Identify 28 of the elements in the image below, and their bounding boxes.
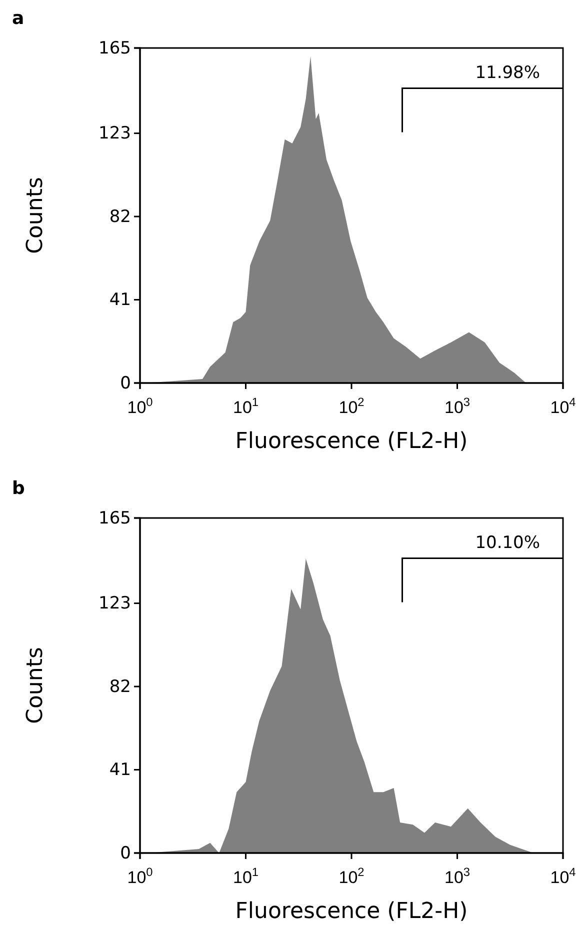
x-tick-label: 10$^{1}$ bbox=[232, 395, 259, 417]
x-tick-label: 10$^{2}$ bbox=[338, 395, 365, 417]
y-tick-label: 82 bbox=[109, 676, 131, 697]
y-tick-label: 165 bbox=[98, 508, 131, 528]
x-tick-label: 10$^{4}$ bbox=[550, 395, 576, 417]
y-axis-title: Counts bbox=[23, 647, 48, 724]
y-tick-label: 165 bbox=[98, 38, 131, 58]
x-axis-title: Fluorescence (FL2-H) bbox=[235, 899, 468, 924]
x-tick-label: 10$^{3}$ bbox=[444, 395, 470, 417]
annotation: 10.10% bbox=[475, 533, 540, 554]
y-tick-label: 41 bbox=[109, 290, 131, 310]
chart-title: a bbox=[12, 8, 24, 29]
y-tick-label: 0 bbox=[120, 843, 131, 864]
y-tick-label: 0 bbox=[120, 373, 131, 394]
y-tick-label: 41 bbox=[109, 760, 131, 780]
x-tick-label: 10$^{1}$ bbox=[232, 865, 259, 887]
chart-title: b bbox=[12, 478, 25, 499]
annotation: 11.98% bbox=[475, 63, 540, 84]
x-tick-label: 10$^{0}$ bbox=[127, 395, 154, 417]
y-axis-title: Counts bbox=[23, 177, 48, 254]
y-tick-label: 123 bbox=[98, 124, 131, 144]
y-tick-label: 82 bbox=[109, 206, 131, 227]
x-axis-title: Fluorescence (FL2-H) bbox=[235, 429, 468, 454]
x-tick-label: 10$^{4}$ bbox=[550, 865, 576, 887]
x-tick-label: 10$^{2}$ bbox=[338, 865, 365, 887]
x-tick-label: 10$^{0}$ bbox=[127, 865, 154, 887]
x-tick-label: 10$^{3}$ bbox=[444, 865, 470, 887]
y-tick-label: 123 bbox=[98, 594, 131, 614]
